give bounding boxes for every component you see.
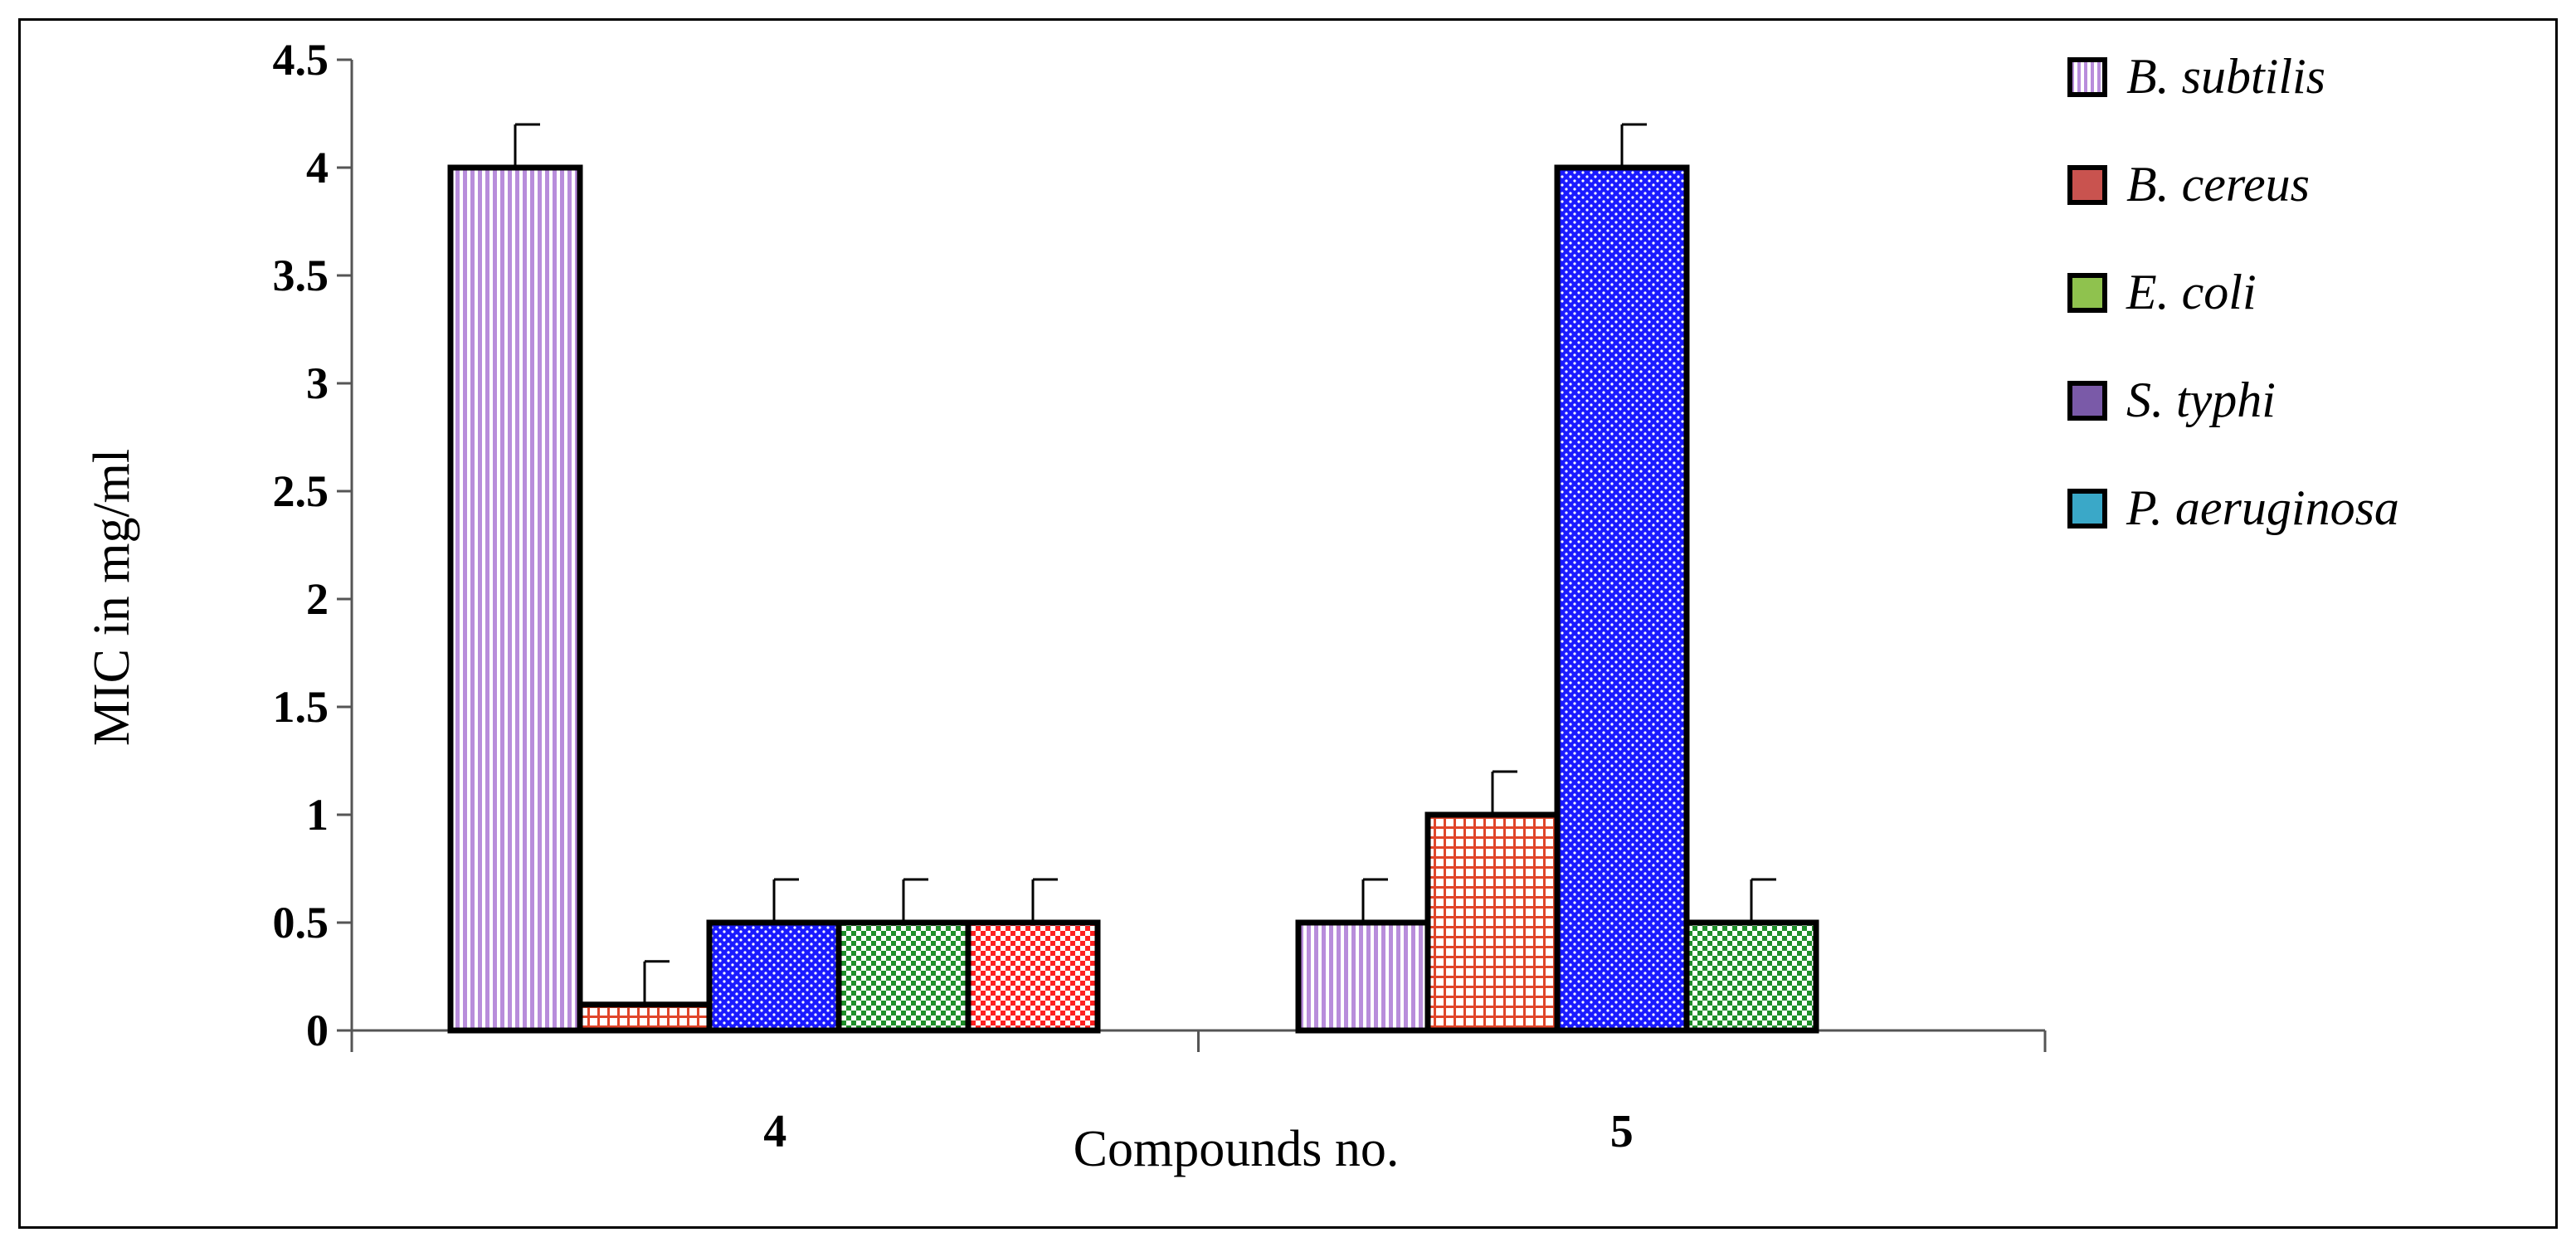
y-tick-label: 3.5 <box>273 251 329 300</box>
bar <box>1554 164 1690 1034</box>
axes <box>337 58 2047 1052</box>
y-tick-label: 4.5 <box>273 35 329 85</box>
legend-label: E. coli <box>2126 265 2257 319</box>
legend-label: B. subtilis <box>2126 49 2325 104</box>
y-tick-label: 0.5 <box>273 898 329 947</box>
legend-swatch <box>2067 273 2107 313</box>
bar <box>577 1001 713 1034</box>
y-tick-label: 3 <box>306 358 329 408</box>
error-bars <box>514 123 1776 1005</box>
y-tick-label: 2 <box>306 574 329 624</box>
x-category-label: 4 <box>763 1106 786 1157</box>
legend: B. subtilis B. cereus E. coli S. typhi P. ae… <box>2067 49 2399 535</box>
legend-swatch <box>2067 489 2107 529</box>
bar <box>965 919 1101 1034</box>
legend-swatch <box>2067 381 2107 421</box>
y-tick-label: 4 <box>306 143 329 192</box>
legend-swatch <box>2067 57 2107 97</box>
x-category-label: 5 <box>1610 1106 1634 1157</box>
bar <box>835 919 971 1034</box>
bar <box>1295 919 1431 1034</box>
bar <box>447 164 583 1034</box>
bar <box>1683 919 1819 1034</box>
legend-label: S. typhi <box>2126 373 2276 427</box>
legend-swatch <box>2067 165 2107 205</box>
y-axis-title: MIC in mg/ml <box>84 449 140 746</box>
bars <box>447 164 1819 1034</box>
bar <box>1424 811 1561 1034</box>
y-tick-label: 1.5 <box>273 682 329 732</box>
chart-frame <box>18 18 2558 1229</box>
y-tick-label: 0 <box>306 1006 329 1055</box>
bar <box>706 919 842 1034</box>
legend-label: P. aeruginosa <box>2126 480 2399 535</box>
y-tick-label: 2.5 <box>273 466 329 516</box>
x-axis-title: Compounds no. <box>1074 1121 1400 1177</box>
y-tick-label: 1 <box>306 790 329 840</box>
labels: 0 0.5 1 1.5 2 2.5 3 3.5 4 4.5 4 5 Compounds no. MIC i… <box>84 35 1634 1177</box>
legend-label: B. cereus <box>2126 157 2310 212</box>
